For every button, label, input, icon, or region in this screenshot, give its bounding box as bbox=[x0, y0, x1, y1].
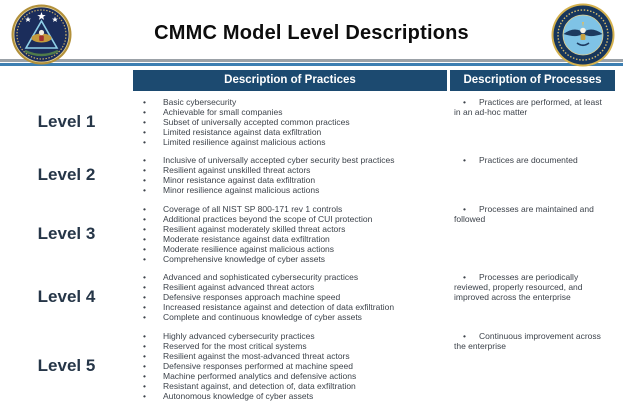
ousd-acquisition-sustainment-seal-icon bbox=[11, 4, 72, 65]
practice-item: Subset of universally accepted common pr… bbox=[133, 117, 443, 127]
practice-item: Machine performed analytics and defensiv… bbox=[133, 371, 443, 381]
practice-item: Basic cybersecurity bbox=[133, 97, 443, 107]
practice-item: Defensive responses approach machine spe… bbox=[133, 292, 443, 302]
process-text: Continuous improvement across the enterp… bbox=[454, 331, 607, 351]
header-divider bbox=[0, 59, 623, 66]
level-4-label: Level 4 bbox=[0, 269, 133, 325]
level-3-practices-list: Coverage of all NIST SP 800-171 rev 1 co… bbox=[133, 204, 443, 264]
practice-item: Reserved for the most critical systems bbox=[133, 341, 443, 351]
practice-item: Minor resistance against data exfiltrati… bbox=[133, 175, 443, 185]
level-5-practices-list: Highly advanced cybersecurity practices … bbox=[133, 331, 443, 401]
practice-item: Highly advanced cybersecurity practices bbox=[133, 331, 443, 341]
level-4-processes-cell: Processes are periodically reviewed, pro… bbox=[450, 269, 615, 325]
practice-item: Advanced and sophisticated cybersecurity… bbox=[133, 272, 443, 282]
practice-item: Achievable for small companies bbox=[133, 107, 443, 117]
process-text: Practices are documented bbox=[454, 155, 607, 165]
practice-item: Limited resistance against data exfiltra… bbox=[133, 127, 443, 137]
level-3-processes-cell: Processes are maintained and followed bbox=[450, 201, 615, 267]
processes-column-header: Description of Processes bbox=[450, 70, 615, 91]
practice-item: Additional practices beyond the scope of… bbox=[133, 214, 443, 224]
level-5-processes-cell: Continuous improvement across the enterp… bbox=[450, 328, 615, 404]
level-4-practices-list: Advanced and sophisticated cybersecurity… bbox=[133, 272, 443, 322]
practice-item: Moderate resistance against data exfiltr… bbox=[133, 234, 443, 244]
level-3-label: Level 3 bbox=[0, 200, 133, 267]
practice-item: Defensive responses performed at machine… bbox=[133, 361, 443, 371]
practice-item: Minor resilience against malicious actio… bbox=[133, 185, 443, 195]
practice-item: Resilient against advanced threat actors bbox=[133, 282, 443, 292]
practice-item: Comprehensive knowledge of cyber assets bbox=[133, 254, 443, 264]
level-2-label: Level 2 bbox=[0, 152, 133, 198]
cmmc-levels-table: Description of Practices Description of … bbox=[0, 70, 615, 404]
practice-item: Coverage of all NIST SP 800-171 rev 1 co… bbox=[133, 204, 443, 214]
practice-item: Resilient against the most-advanced thre… bbox=[133, 351, 443, 361]
level-1-processes-cell: Practices are performed, at least in an … bbox=[450, 94, 615, 150]
practice-item: Complete and continuous knowledge of cyb… bbox=[133, 312, 443, 322]
practice-item: Resilient against moderately skilled thr… bbox=[133, 224, 443, 234]
practices-column-header: Description of Practices bbox=[133, 70, 450, 91]
department-of-defense-seal-icon bbox=[551, 3, 615, 67]
practice-item: Inclusive of universally accepted cyber … bbox=[133, 155, 443, 165]
practice-item: Limited resilience against malicious act… bbox=[133, 137, 443, 147]
level-3-practices-cell: Coverage of all NIST SP 800-171 rev 1 co… bbox=[133, 200, 450, 267]
level-4-practices-cell: Advanced and sophisticated cybersecurity… bbox=[133, 269, 450, 325]
page-title: CMMC Model Level Descriptions bbox=[154, 22, 469, 44]
level-1-practices-cell: Basic cybersecurity Achievable for small… bbox=[133, 93, 450, 150]
header-spacer bbox=[0, 70, 133, 91]
level-1-practices-list: Basic cybersecurity Achievable for small… bbox=[133, 97, 443, 147]
divider-gap bbox=[0, 61, 623, 63]
level-2-processes-cell: Practices are documented bbox=[450, 152, 615, 198]
process-text: Processes are periodically reviewed, pro… bbox=[454, 272, 607, 302]
practice-item: Resistant against, and detection of, dat… bbox=[133, 381, 443, 391]
practice-item: Autonomous knowledge of cyber assets bbox=[133, 391, 443, 401]
divider-blue-line bbox=[0, 63, 623, 66]
practice-item: Increased resistance against and detecti… bbox=[133, 302, 443, 312]
process-text: Practices are performed, at least in an … bbox=[454, 97, 607, 117]
level-5-label: Level 5 bbox=[0, 327, 133, 404]
practice-item: Resilient against unskilled threat actor… bbox=[133, 165, 443, 175]
divider-gray-line bbox=[0, 59, 623, 62]
level-1-label: Level 1 bbox=[0, 93, 133, 150]
level-2-practices-list: Inclusive of universally accepted cyber … bbox=[133, 155, 443, 195]
level-5-practices-cell: Highly advanced cybersecurity practices … bbox=[133, 327, 450, 404]
process-text: Processes are maintained and followed bbox=[454, 204, 607, 224]
practice-item: Moderate resilience against malicious ac… bbox=[133, 244, 443, 254]
level-2-practices-cell: Inclusive of universally accepted cyber … bbox=[133, 152, 450, 198]
